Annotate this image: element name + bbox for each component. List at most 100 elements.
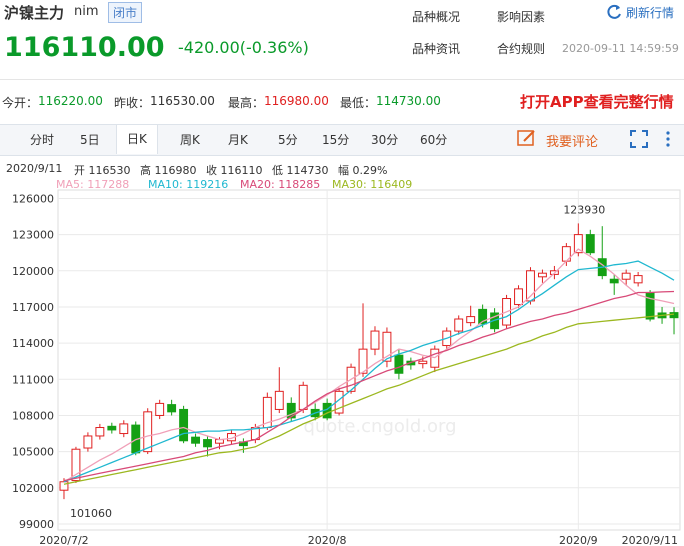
stat-label: 昨收： [114,96,151,110]
info: 低 114730 [272,164,329,177]
stat-value: 116530.00 [150,94,215,108]
candle-body [358,348,368,374]
stat-label: 最高： [228,96,265,110]
info: 高 116980 [140,164,197,177]
candle-body [621,272,631,280]
candle-body [418,360,428,365]
ma-line [63,290,675,482]
link[interactable]: 合约规则 [497,42,546,56]
candle-body [155,402,165,416]
candle-body [466,316,476,324]
legend-entry: MA30: 116409 [332,178,412,191]
candle-body [370,330,380,350]
candle-body [119,423,129,435]
ma-line [63,248,675,483]
annotation: 123930 [563,203,605,216]
candle-body [669,312,679,319]
legend-entry: MA5: 117288 [56,178,129,191]
info: 2020/9/11 [6,162,63,175]
y-tick-label: 102000 [12,482,54,495]
candle-body [537,272,547,278]
candle-body [298,384,308,410]
candle-body [167,404,177,413]
timestamp: 2020-09-11 14:59:59 [562,42,679,55]
refresh[interactable]: 刷新行情 [626,6,675,20]
fullscreen-icon[interactable] [629,129,649,149]
candle-body [143,411,153,453]
candle-body [83,435,93,449]
legend-entry: MA10: 119216 [148,178,228,191]
tab[interactable]: 15分 [322,133,350,147]
candle-body [286,402,296,419]
x-tick-label: 2020/8 [308,534,347,546]
x-tick-label: 2020/9/11 [622,534,678,546]
candle-body [394,354,404,374]
ma-line [63,260,675,483]
info: 幅 0.29% [338,164,388,177]
annotation: 101060 [70,507,112,520]
code: nim [74,4,99,19]
promo[interactable]: 打开APP查看完整行情 [520,93,674,111]
candle-body [585,234,595,254]
tab-bar [0,124,684,156]
candle-body [478,308,488,325]
candle-body [203,439,212,448]
plot-frame [57,189,681,531]
candle-body [59,481,69,491]
x-tick-label: 2020/9 [559,534,598,546]
candle-body [274,390,284,410]
comment[interactable]: 我要评论 [546,135,599,150]
y-tick-label: 111000 [12,373,54,386]
stat-value: 116220.00 [38,94,103,108]
tab[interactable]: 60分 [420,133,448,147]
y-tick-label: 123000 [12,229,54,242]
tab[interactable]: 周K [180,133,200,147]
more-icon[interactable] [660,129,676,149]
tab[interactable]: 分时 [30,133,55,147]
y-tick-label: 99000 [19,518,54,531]
link[interactable]: 品种概况 [412,10,461,24]
link[interactable]: 品种资讯 [412,42,461,56]
status-badge: 闭市 [108,2,143,23]
tab[interactable]: 月K [228,133,248,147]
candle-body [633,275,643,284]
y-tick-label: 126000 [12,192,54,205]
candle-body [179,408,189,442]
comment-icon[interactable] [516,128,538,148]
candle-body [454,318,464,332]
watermark: quote.cngold.org [303,416,456,437]
stat-label: 最低： [340,96,377,110]
legend-entry: MA20: 118285 [240,178,320,191]
candle-body [609,278,619,284]
y-tick-label: 114000 [12,337,54,350]
candle-body [514,288,523,306]
candle-body [107,425,117,431]
tab[interactable]: 5日 [80,133,100,147]
price: 116110.00 [4,32,165,63]
separator [0,79,684,80]
y-tick-label: 120000 [12,265,54,278]
refresh-icon[interactable] [605,3,623,21]
candle-body [573,234,583,254]
ma-line [63,313,675,485]
info: 收 116110 [206,164,263,177]
stat-label: 今开： [2,96,39,110]
change: -420.00(-0.36%) [178,38,309,57]
stat-value: 116980.00 [264,94,329,108]
title: 沪镍主力 [4,4,65,22]
candle-body [645,291,655,320]
y-tick-label: 117000 [12,301,54,314]
y-tick-label: 105000 [12,446,54,459]
info: 开 116530 [74,164,131,177]
candle-body [71,448,81,482]
y-tick-label: 108000 [12,409,54,422]
tab[interactable]: 5分 [278,133,298,147]
stat-value: 114730.00 [376,94,441,108]
candle-body [95,427,105,437]
link[interactable]: 影响因素 [497,10,546,24]
tab-selected[interactable]: 日K [116,125,158,154]
candle-body [382,331,392,362]
tab[interactable]: 30分 [371,133,399,147]
